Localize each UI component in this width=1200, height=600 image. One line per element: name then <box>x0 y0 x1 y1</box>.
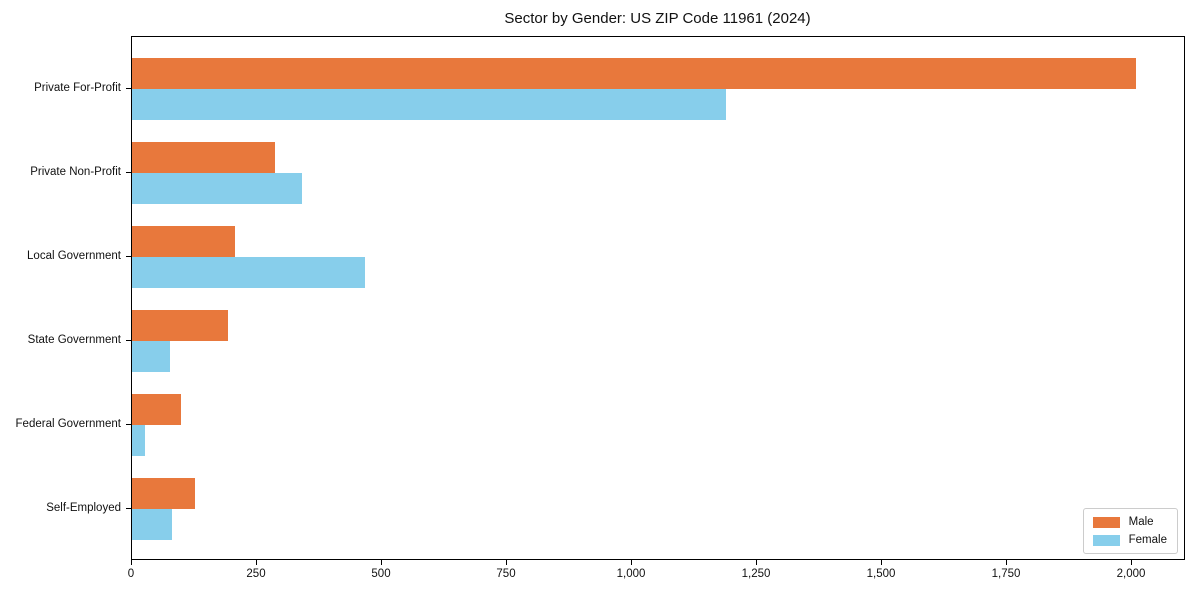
bar-female-self-employed <box>132 509 172 540</box>
xtick-mark <box>756 560 757 565</box>
xtick-label-2000: 2,000 <box>1116 568 1146 580</box>
bar-male-local-government <box>132 226 235 257</box>
legend-entry-male: Male <box>1092 516 1167 528</box>
bar-female-federal-government <box>132 425 145 456</box>
bar-female-private-for-profit <box>132 89 726 120</box>
ytick-label-federal-government: Federal Government <box>15 418 121 430</box>
chart-title: Sector by Gender: US ZIP Code 11961 (202… <box>504 10 811 27</box>
xtick-mark <box>631 560 632 565</box>
ytick-mark <box>126 340 131 341</box>
ytick-mark <box>126 256 131 257</box>
xtick-mark <box>1006 560 1007 565</box>
ytick-mark <box>126 172 131 173</box>
ytick-label-state-government: State Government <box>27 334 121 346</box>
xtick-mark <box>506 560 507 565</box>
xtick-mark <box>881 560 882 565</box>
legend-label-female: Female <box>1128 534 1167 546</box>
xtick-label-500: 500 <box>371 568 391 580</box>
xtick-label-0: 0 <box>127 568 135 580</box>
xtick-label-1500: 1,500 <box>866 568 896 580</box>
xtick-label-1750: 1,750 <box>991 568 1021 580</box>
legend: Male Female <box>1082 508 1178 554</box>
ytick-mark <box>126 424 131 425</box>
xtick-mark <box>1131 560 1132 565</box>
bar-female-local-government <box>132 257 365 288</box>
xtick-mark <box>381 560 382 565</box>
xtick-label-1250: 1,250 <box>741 568 771 580</box>
bar-female-state-government <box>132 341 170 372</box>
ytick-label-private-non-profit: Private Non-Profit <box>30 166 121 178</box>
xtick-label-1000: 1,000 <box>616 568 646 580</box>
plot-area: Male Female <box>131 36 1185 560</box>
legend-label-male: Male <box>1128 516 1154 528</box>
xtick-label-750: 750 <box>496 568 516 580</box>
ytick-mark <box>126 508 131 509</box>
ytick-label-self-employed: Self-Employed <box>46 502 121 514</box>
ytick-label-private-for-profit: Private For-Profit <box>34 82 121 94</box>
xtick-mark <box>256 560 257 565</box>
legend-swatch-male <box>1092 516 1120 528</box>
xtick-mark <box>131 560 132 565</box>
ytick-mark <box>126 88 131 89</box>
ytick-label-local-government: Local Government <box>27 250 121 262</box>
bar-male-private-for-profit <box>132 58 1136 89</box>
legend-swatch-female <box>1092 534 1120 546</box>
bar-male-state-government <box>132 310 228 341</box>
xtick-label-250: 250 <box>246 568 266 580</box>
bar-male-private-non-profit <box>132 142 275 173</box>
bar-female-private-non-profit <box>132 173 302 204</box>
bar-male-self-employed <box>132 478 195 509</box>
legend-entry-female: Female <box>1092 534 1167 546</box>
bar-male-federal-government <box>132 394 181 425</box>
